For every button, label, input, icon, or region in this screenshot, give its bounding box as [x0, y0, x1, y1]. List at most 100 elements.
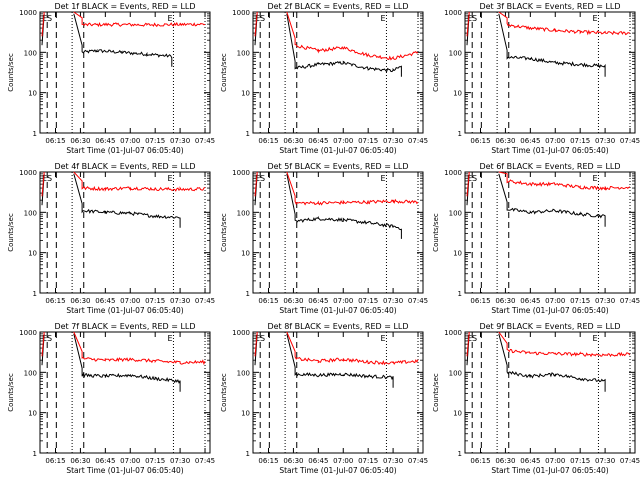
- x-tick-label: 07:15: [570, 297, 590, 305]
- y-tick-label: 1000: [19, 329, 37, 337]
- marker-label-start: ES: [467, 174, 477, 183]
- x-tick-label: 06:45: [308, 137, 328, 145]
- x-axis-label: Start Time (01-Jul-07 06:05:40): [66, 466, 183, 475]
- x-axis-label: Start Time (01-Jul-07 06:05:40): [279, 466, 396, 475]
- x-tick-label: 07:45: [408, 457, 428, 465]
- y-tick-label: 1000: [232, 169, 250, 177]
- y-axis-label: Counts/sec: [220, 373, 228, 412]
- x-tick-label: 06:15: [45, 137, 65, 145]
- x-axis-label: Start Time (01-Jul-07 06:05:40): [279, 146, 396, 155]
- x-tick-label: 07:00: [120, 137, 140, 145]
- x-tick-label: 06:30: [283, 137, 303, 145]
- y-axis-label: Counts/sec: [432, 373, 440, 412]
- y-tick-label: 100: [237, 49, 250, 57]
- x-tick-label: 07:30: [383, 297, 403, 305]
- x-tick-label: 07:15: [570, 457, 590, 465]
- detector-panel-8: Det 8f BLACK = Events, RED = LLD Start Ti…: [220, 322, 428, 475]
- y-tick-label: 100: [24, 369, 37, 377]
- y-tick-label: 100: [237, 209, 250, 217]
- x-tick-label: 07:45: [408, 137, 428, 145]
- panel-title: Det 7f BLACK = Events, RED = LLD: [54, 322, 195, 331]
- x-tick-label: 07:00: [120, 297, 140, 305]
- x-tick-label: 07:30: [383, 457, 403, 465]
- y-tick-label: 1: [458, 450, 462, 458]
- marker-label-end: E: [380, 174, 385, 183]
- x-tick-label: 07:45: [620, 137, 640, 145]
- x-tick-label: 06:45: [95, 297, 115, 305]
- x-tick-label: 07:30: [383, 137, 403, 145]
- y-tick-label: 100: [24, 209, 37, 217]
- detector-panel-1: Det 1f BLACK = Events, RED = LLD Start Ti…: [7, 2, 215, 155]
- plot-frame: [464, 331, 636, 454]
- x-tick-label: 06:45: [95, 457, 115, 465]
- detector-panel-3: Det 3f BLACK = Events, RED = LLD Start Ti…: [432, 2, 640, 155]
- series-events-line: [254, 173, 402, 239]
- detector-panel-5: Det 5f BLACK = Events, RED = LLD Start Ti…: [220, 162, 428, 315]
- x-tick-label: 06:15: [258, 297, 278, 305]
- marker-label-start: ES: [255, 334, 265, 343]
- x-tick-label: 07:45: [620, 457, 640, 465]
- series-lld-line: [41, 11, 206, 37]
- x-tick-label: 07:15: [570, 137, 590, 145]
- series-events-line: [41, 333, 181, 392]
- x-tick-label: 07:45: [195, 297, 215, 305]
- x-tick-label: 06:45: [520, 457, 540, 465]
- y-axis-label: Counts/sec: [7, 53, 15, 92]
- y-tick-label: 10: [28, 250, 37, 258]
- x-tick-label: 07:30: [595, 457, 615, 465]
- y-tick-label: 1: [33, 450, 37, 458]
- x-tick-label: 06:30: [495, 457, 515, 465]
- series-lld-line: [466, 331, 631, 358]
- marker-label-end: E: [380, 334, 385, 343]
- series-lld-line: [466, 171, 631, 197]
- x-tick-label: 07:45: [620, 297, 640, 305]
- marker-label-start: ES: [467, 334, 477, 343]
- y-tick-label: 1: [246, 450, 250, 458]
- y-tick-label: 100: [449, 369, 462, 377]
- x-tick-label: 07:15: [358, 457, 378, 465]
- x-tick-label: 06:30: [283, 457, 303, 465]
- panel-title: Det 3f BLACK = Events, RED = LLD: [479, 2, 620, 11]
- marker-label-end: E: [592, 174, 597, 183]
- x-tick-label: 06:30: [70, 137, 90, 145]
- detector-panel-4: Det 4f BLACK = Events, RED = LLD Start Ti…: [7, 162, 215, 315]
- panel-title: Det 9f BLACK = Events, RED = LLD: [479, 322, 620, 331]
- x-axis-label: Start Time (01-Jul-07 06:05:40): [491, 306, 608, 315]
- series-events-line: [466, 13, 606, 77]
- x-tick-label: 06:15: [470, 137, 490, 145]
- y-tick-label: 1: [458, 130, 462, 138]
- x-tick-label: 07:30: [170, 297, 190, 305]
- panel-title: Det 4f BLACK = Events, RED = LLD: [54, 162, 195, 171]
- x-tick-label: 07:00: [545, 137, 565, 145]
- x-tick-label: 07:00: [545, 297, 565, 305]
- x-tick-label: 06:45: [520, 297, 540, 305]
- x-tick-label: 07:45: [408, 297, 428, 305]
- x-tick-label: 06:45: [308, 297, 328, 305]
- detector-panel-7: Det 7f BLACK = Events, RED = LLD Start Ti…: [7, 322, 215, 475]
- series-events-line: [41, 13, 173, 67]
- y-tick-label: 10: [453, 410, 462, 418]
- series-events-line: [466, 173, 606, 227]
- series-lld-line: [254, 331, 419, 366]
- x-tick-label: 07:00: [333, 297, 353, 305]
- x-tick-label: 06:15: [470, 457, 490, 465]
- panel-title: Det 8f BLACK = Events, RED = LLD: [267, 322, 408, 331]
- x-axis-label: Start Time (01-Jul-07 06:05:40): [66, 306, 183, 315]
- x-axis-label: Start Time (01-Jul-07 06:05:40): [66, 146, 183, 155]
- x-axis-label: Start Time (01-Jul-07 06:05:40): [491, 146, 608, 155]
- x-tick-label: 06:30: [495, 137, 515, 145]
- x-tick-label: 06:15: [258, 137, 278, 145]
- plot-frame: [464, 11, 636, 134]
- plot-frame: [464, 171, 636, 294]
- y-tick-label: 1000: [232, 9, 250, 17]
- y-axis-label: Counts/sec: [7, 373, 15, 412]
- x-tick-label: 06:45: [308, 457, 328, 465]
- series-lld-line: [254, 171, 419, 206]
- x-tick-label: 06:30: [70, 297, 90, 305]
- x-tick-label: 06:15: [470, 297, 490, 305]
- plot-frame: [252, 171, 424, 294]
- panel-title: Det 6f BLACK = Events, RED = LLD: [479, 162, 620, 171]
- x-tick-label: 07:30: [595, 297, 615, 305]
- y-tick-label: 1: [246, 290, 250, 298]
